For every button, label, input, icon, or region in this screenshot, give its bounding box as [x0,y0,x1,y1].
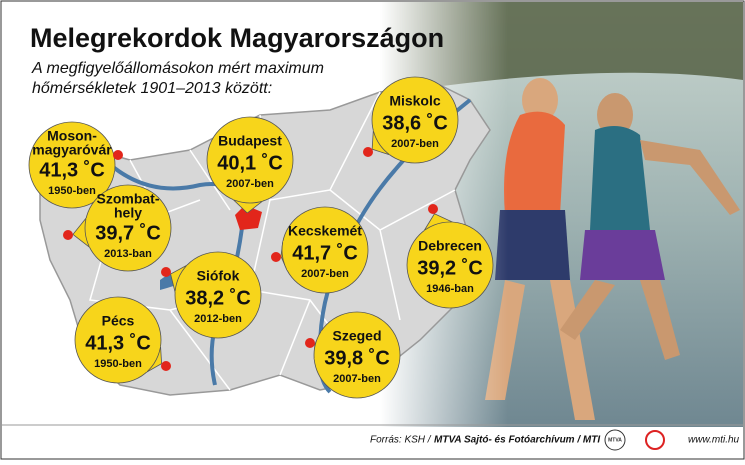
temperature: 38,6 ˚C [382,111,448,134]
pointer-cover [424,222,453,265]
record-year: 1950-ben [48,185,96,197]
city-name: Pécs [102,313,135,329]
city-dot [242,213,252,223]
city-name: Budapest [218,133,282,149]
temperature: 41,3 ˚C [85,331,151,354]
city-name: Debrecen [418,238,482,254]
record-year: 1950-ben [94,358,142,370]
city-name: magyaróvár [32,142,112,158]
city-dot [161,267,171,277]
temperature: 40,1 ˚C [217,151,283,174]
record-year: 2007-ben [391,138,439,150]
record-year: 2007-ben [301,268,349,280]
photo [380,2,743,427]
logo-ring [604,429,626,451]
pointer-cover [314,330,357,360]
record-year: 2007-ben [226,178,274,190]
city-dot [161,361,171,371]
city-dot [305,338,315,348]
source: MTVA Sajtó- és Fotóarchívum / MTI [434,435,600,446]
subtitle: A megfigyelőállomásokon mért maximum [31,60,324,77]
pointer-cover [72,142,115,171]
record-year: 1946-ban [426,283,474,295]
city-dot [363,147,373,157]
record-year: 2013-ban [104,248,152,260]
pointer-cover [86,218,128,248]
title: Melegrekordok Magyarországon [30,23,444,53]
temperature: 38,2 ˚C [185,286,251,309]
pointer-cover [175,265,218,295]
temperature: 39,8 ˚C [324,346,390,369]
city-name: hely [114,205,142,221]
pointer-cover [373,120,415,155]
city-name: Szeged [332,328,381,344]
city-name: Kecskemét [288,223,362,239]
city-name: Moson- [47,128,97,144]
pointer-cover [282,241,325,271]
mti-logo [645,430,665,450]
source-prefix: Forrás: KSH / [370,435,432,446]
city-dot [428,204,438,214]
pointer-cover [118,340,161,373]
city-dot [271,252,281,262]
city-name: Siófok [197,268,240,284]
logo: MTVA [608,437,622,443]
temperature: 41,7 ˚C [292,241,358,264]
city-dot [63,230,73,240]
temperature: 41,3 ˚C [39,158,105,181]
record-year: 2012-ben [194,313,242,325]
city-name: Szombat- [97,191,160,207]
city-dot [113,150,123,160]
subtitle: hőmérsékletek 1901–2013 között: [32,80,272,97]
url: www.mti.hu [688,435,740,446]
temperature: 39,2 ˚C [417,256,483,279]
city-name: Miskolc [389,93,441,109]
pointer-cover [233,160,263,202]
record-year: 2007-ben [333,373,381,385]
temperature: 39,7 ˚C [95,221,161,244]
